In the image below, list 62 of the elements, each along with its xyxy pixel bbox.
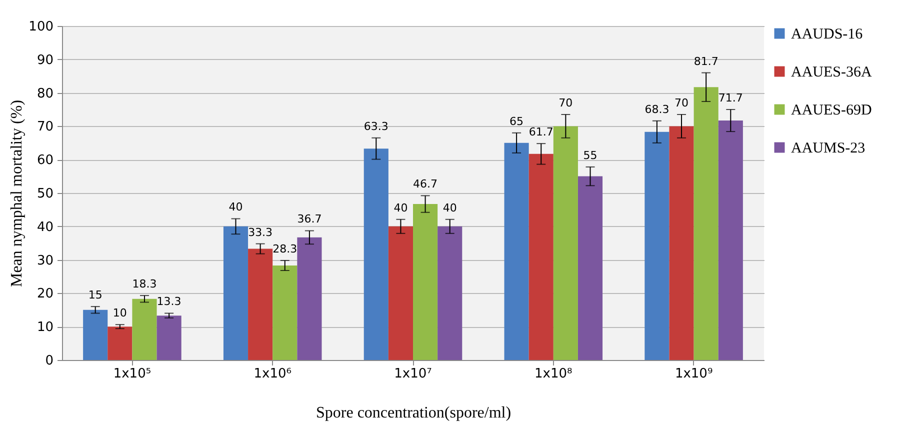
data-label: 81.7 — [694, 54, 718, 68]
bar — [108, 326, 132, 360]
bar — [297, 237, 322, 360]
data-label: 40 — [442, 201, 457, 214]
data-label: 61.7 — [528, 126, 554, 139]
y-tick-label: 90 — [36, 52, 54, 68]
legend-label: AAUDS-16 — [791, 26, 864, 42]
y-tick-label: 0 — [45, 354, 54, 368]
data-label: 15 — [88, 288, 102, 302]
bar — [438, 226, 462, 360]
bar — [248, 248, 273, 360]
bar — [578, 176, 603, 360]
y-tick-label: 70 — [36, 120, 54, 135]
bar — [156, 316, 182, 360]
y-tick-label: 50 — [36, 186, 54, 202]
y-axis-title: Mean nymphal mortality (%) — [8, 100, 26, 288]
y-tick-label: 100 — [28, 20, 54, 34]
bar — [364, 148, 388, 360]
data-label: 70 — [558, 96, 573, 110]
y-tick-label: 60 — [36, 153, 54, 168]
data-label: 40 — [228, 200, 243, 214]
bar — [504, 142, 529, 360]
x-tick-label: 1x10⁶ — [254, 366, 292, 382]
bar — [553, 126, 578, 360]
y-tick-label: 30 — [36, 253, 54, 268]
bar — [669, 126, 694, 360]
x-tick-label: 1x10⁹ — [674, 366, 713, 382]
x-tick-label: 1x10⁷ — [394, 366, 432, 382]
legend-label: AAUES-69D — [791, 102, 872, 118]
x-tick-label: 1x10⁵ — [113, 366, 152, 382]
bar — [528, 154, 554, 360]
data-label: 55 — [583, 148, 598, 162]
data-label: 28.3 — [272, 242, 298, 256]
data-label: 46.7 — [413, 178, 438, 191]
bar — [388, 226, 413, 360]
data-label: 18.3 — [132, 278, 157, 291]
y-tick-label: 20 — [36, 286, 54, 302]
data-label: 33.3 — [248, 226, 273, 239]
data-label: 10 — [112, 306, 127, 320]
data-label: 40 — [394, 201, 408, 214]
x-axis-title: Spore concentration(spore/ml) — [316, 404, 512, 422]
y-tick-label: 10 — [36, 320, 54, 336]
y-tick-label: 40 — [36, 220, 54, 235]
data-label: 36.7 — [297, 212, 322, 226]
data-label: 71.7 — [718, 92, 743, 104]
bar — [694, 87, 718, 360]
bar — [223, 226, 248, 360]
bar — [413, 204, 438, 360]
bar — [83, 310, 108, 360]
y-tick-label: 80 — [36, 86, 54, 102]
legend-label: AAUES-36A — [791, 64, 872, 80]
bar — [272, 265, 298, 360]
data-label: 65 — [510, 114, 524, 128]
bar — [718, 120, 743, 360]
bar — [644, 132, 670, 360]
legend-label: AAUMS-23 — [791, 140, 866, 156]
x-tick-label: 1x10⁸ — [534, 366, 572, 382]
data-label: 68.3 — [644, 102, 670, 116]
data-label: 13.3 — [156, 295, 182, 308]
bar — [132, 298, 157, 360]
data-label: 70 — [674, 96, 689, 110]
data-label: 63.3 — [364, 120, 388, 133]
